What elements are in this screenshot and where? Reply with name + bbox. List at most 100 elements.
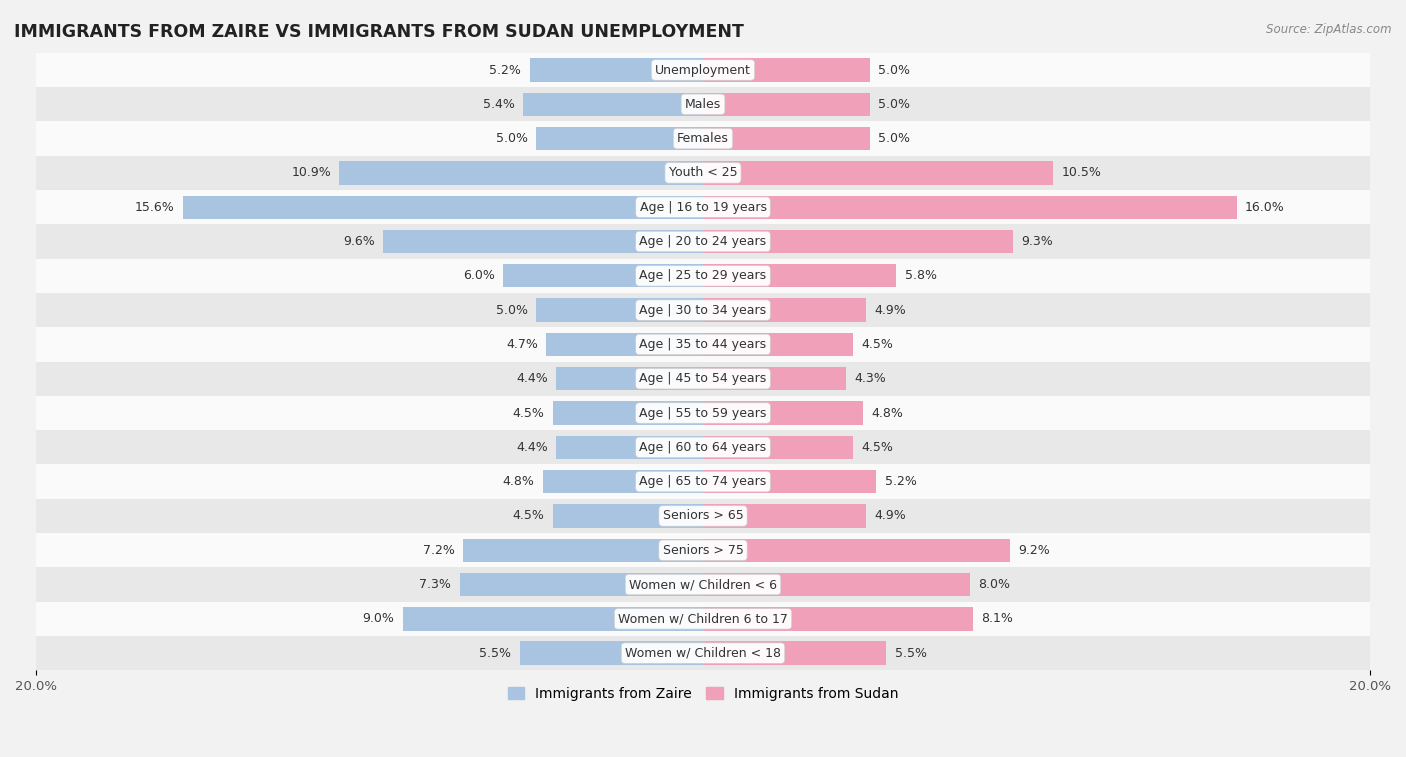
Text: Age | 20 to 24 years: Age | 20 to 24 years [640,235,766,248]
Bar [536,127,703,151]
Text: Source: ZipAtlas.com: Source: ZipAtlas.com [1267,23,1392,36]
Text: 4.5%: 4.5% [862,441,893,454]
Bar [463,538,703,562]
Bar [703,298,866,322]
Text: 5.0%: 5.0% [496,132,527,145]
Bar [37,293,1369,327]
Bar [37,499,1369,533]
Bar [703,127,870,151]
Text: Women w/ Children 6 to 17: Women w/ Children 6 to 17 [619,612,787,625]
Bar [703,641,886,665]
Bar [37,636,1369,670]
Bar [703,230,1014,253]
Text: Unemployment: Unemployment [655,64,751,76]
Text: Youth < 25: Youth < 25 [669,167,737,179]
Text: Age | 60 to 64 years: Age | 60 to 64 years [640,441,766,454]
Text: Women w/ Children < 18: Women w/ Children < 18 [626,646,780,659]
Text: 9.3%: 9.3% [1022,235,1053,248]
Bar [703,195,1237,219]
Text: 5.5%: 5.5% [894,646,927,659]
Text: Males: Males [685,98,721,111]
Text: 4.8%: 4.8% [872,407,903,419]
Bar [37,327,1369,362]
Legend: Immigrants from Zaire, Immigrants from Sudan: Immigrants from Zaire, Immigrants from S… [502,681,904,706]
Text: 4.5%: 4.5% [862,338,893,351]
Text: 4.5%: 4.5% [513,407,544,419]
Text: 4.9%: 4.9% [875,509,907,522]
Bar [37,602,1369,636]
Bar [37,533,1369,568]
Bar [37,362,1369,396]
Bar [37,190,1369,224]
Bar [703,573,970,597]
Text: 5.8%: 5.8% [905,269,936,282]
Text: 5.0%: 5.0% [879,64,910,76]
Bar [703,538,1010,562]
Bar [520,641,703,665]
Text: 4.8%: 4.8% [503,475,534,488]
Bar [536,298,703,322]
Text: Age | 35 to 44 years: Age | 35 to 44 years [640,338,766,351]
Bar [37,568,1369,602]
Text: 5.0%: 5.0% [879,132,910,145]
Bar [703,607,973,631]
Bar [382,230,703,253]
Bar [703,92,870,116]
Bar [703,436,853,459]
Bar [37,224,1369,259]
Text: 4.9%: 4.9% [875,304,907,316]
Bar [37,156,1369,190]
Text: 5.0%: 5.0% [879,98,910,111]
Bar [460,573,703,597]
Bar [553,504,703,528]
Bar [37,259,1369,293]
Bar [703,504,866,528]
Text: Seniors > 75: Seniors > 75 [662,544,744,556]
Text: 5.2%: 5.2% [884,475,917,488]
Text: 10.5%: 10.5% [1062,167,1101,179]
Bar [703,333,853,356]
Text: Age | 55 to 59 years: Age | 55 to 59 years [640,407,766,419]
Text: 15.6%: 15.6% [135,201,174,213]
Text: 5.2%: 5.2% [489,64,522,76]
Text: Age | 16 to 19 years: Age | 16 to 19 years [640,201,766,213]
Bar [703,470,876,494]
Text: 4.4%: 4.4% [516,372,548,385]
Text: 4.5%: 4.5% [513,509,544,522]
Bar [547,333,703,356]
Bar [503,264,703,288]
Text: Age | 45 to 54 years: Age | 45 to 54 years [640,372,766,385]
Text: 8.1%: 8.1% [981,612,1014,625]
Text: 9.2%: 9.2% [1018,544,1050,556]
Bar [557,436,703,459]
Bar [557,367,703,391]
Bar [703,58,870,82]
Text: 5.0%: 5.0% [496,304,527,316]
Text: 5.5%: 5.5% [479,646,512,659]
Text: 8.0%: 8.0% [979,578,1010,591]
Bar [523,92,703,116]
Text: 6.0%: 6.0% [463,269,495,282]
Bar [37,465,1369,499]
Bar [37,87,1369,121]
Text: 9.0%: 9.0% [363,612,395,625]
Text: 4.7%: 4.7% [506,338,538,351]
Bar [703,401,863,425]
Bar [703,264,897,288]
Text: 5.4%: 5.4% [482,98,515,111]
Bar [37,53,1369,87]
Bar [404,607,703,631]
Text: 7.2%: 7.2% [423,544,454,556]
Text: 16.0%: 16.0% [1244,201,1285,213]
Bar [543,470,703,494]
Text: 4.3%: 4.3% [855,372,887,385]
Bar [530,58,703,82]
Text: Women w/ Children < 6: Women w/ Children < 6 [628,578,778,591]
Text: Age | 65 to 74 years: Age | 65 to 74 years [640,475,766,488]
Bar [37,396,1369,430]
Bar [703,161,1053,185]
Text: Age | 25 to 29 years: Age | 25 to 29 years [640,269,766,282]
Text: 10.9%: 10.9% [291,167,332,179]
Text: Females: Females [678,132,728,145]
Bar [553,401,703,425]
